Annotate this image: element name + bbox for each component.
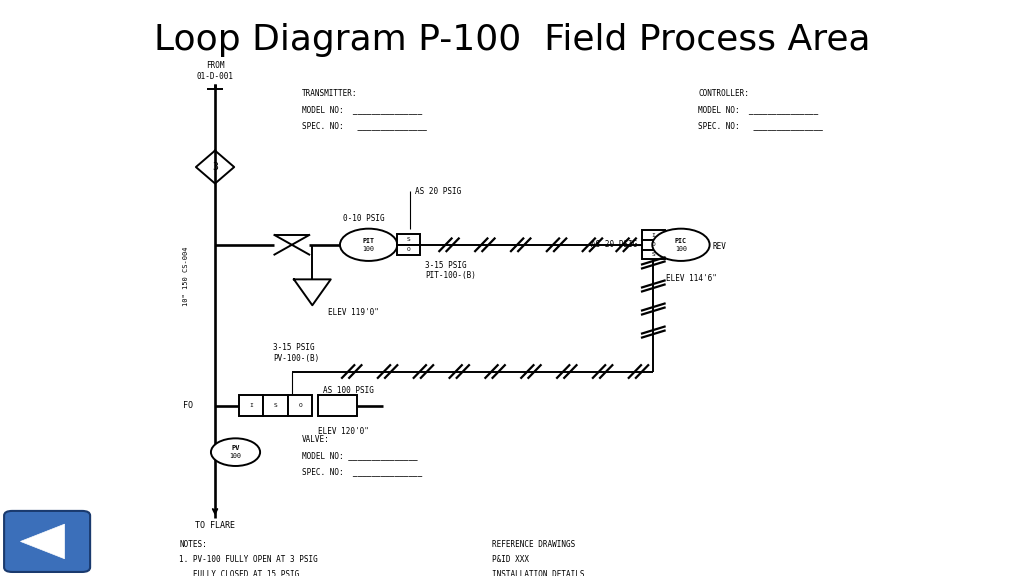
Circle shape — [211, 438, 260, 466]
Bar — [642, 250, 665, 259]
Text: CONTROLLER:
MODEL NO:  _______________
SPEC. NO:   _______________: CONTROLLER: MODEL NO: _______________ SP… — [698, 89, 823, 130]
Text: I: I — [651, 233, 655, 237]
Text: REV: REV — [713, 242, 727, 251]
Bar — [397, 245, 420, 255]
FancyBboxPatch shape — [4, 511, 90, 572]
Text: 0-10 PSIG: 0-10 PSIG — [343, 214, 384, 223]
Bar — [239, 395, 263, 416]
Text: Loop Diagram P-100  Field Process Area: Loop Diagram P-100 Field Process Area — [154, 23, 870, 57]
Text: 100: 100 — [675, 246, 687, 252]
Polygon shape — [20, 524, 65, 559]
Text: S: S — [651, 252, 655, 257]
Bar — [288, 395, 312, 416]
Text: PIC: PIC — [675, 238, 687, 244]
Text: ELEV 119'0": ELEV 119'0" — [328, 308, 379, 317]
Bar — [642, 240, 665, 250]
Bar — [263, 395, 288, 416]
Text: ELEV 114'6": ELEV 114'6" — [666, 274, 717, 283]
Text: 3: 3 — [212, 162, 218, 172]
Text: 100: 100 — [229, 453, 242, 459]
Text: ELEV 120'0": ELEV 120'0" — [318, 427, 370, 437]
Text: I: I — [249, 403, 253, 408]
Text: 3-15 PSIG
PIT-100-(B): 3-15 PSIG PIT-100-(B) — [425, 261, 476, 281]
Bar — [397, 234, 420, 245]
Text: S: S — [273, 403, 278, 408]
Text: 10" 150 CS-004: 10" 150 CS-004 — [183, 247, 189, 306]
Text: VALVE:
MODEL NO: _______________
SPEC. NO:  _______________: VALVE: MODEL NO: _______________ SPEC. N… — [302, 435, 422, 476]
Text: REFERENCE DRAWINGS
P&ID XXX
INSTALLATION DETAILS: REFERENCE DRAWINGS P&ID XXX INSTALLATION… — [492, 540, 584, 576]
Text: 100: 100 — [362, 247, 375, 252]
Text: AS 20 PSIG: AS 20 PSIG — [591, 240, 637, 249]
Text: O: O — [407, 248, 411, 252]
Text: O: O — [651, 242, 655, 247]
Circle shape — [340, 229, 397, 261]
Circle shape — [652, 229, 710, 261]
Text: 3-15 PSIG
PV-100-(B): 3-15 PSIG PV-100-(B) — [273, 343, 319, 363]
Text: NOTES:
1. PV-100 FULLY OPEN AT 3 PSIG
   FULLY CLOSED AT 15 PSIG: NOTES: 1. PV-100 FULLY OPEN AT 3 PSIG FU… — [179, 540, 317, 576]
Text: TO FLARE: TO FLARE — [195, 521, 236, 530]
Text: PV: PV — [231, 445, 240, 451]
Bar — [318, 395, 357, 416]
Bar — [642, 230, 665, 240]
Text: AS 20 PSIG: AS 20 PSIG — [415, 187, 461, 196]
Text: FO: FO — [182, 401, 193, 410]
Text: PIT: PIT — [362, 238, 375, 244]
Text: FROM
01-D-001: FROM 01-D-001 — [197, 61, 233, 81]
Text: S: S — [407, 237, 411, 242]
Text: TRANSMITTER:
MODEL NO:  _______________
SPEC. NO:   _______________: TRANSMITTER: MODEL NO: _______________ S… — [302, 89, 427, 130]
Text: AS 100 PSIG: AS 100 PSIG — [323, 386, 374, 395]
Text: O: O — [298, 403, 302, 408]
